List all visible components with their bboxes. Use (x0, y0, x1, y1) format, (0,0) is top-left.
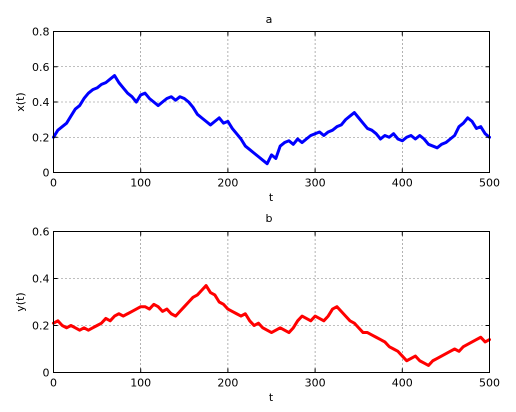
panel-b-title: b (266, 212, 273, 225)
panel-a-xtick-label: 500 (479, 177, 500, 190)
panel-b-xtick-label: 400 (392, 377, 413, 390)
panel-b-xtick-label: 500 (479, 377, 500, 390)
panel-a-xtick-label: 400 (392, 177, 413, 190)
panel-a-xtick-label: 0 (50, 177, 57, 190)
panel-a-ytick-label: 0.8 (32, 26, 50, 39)
panel-a-ytick-label: 0 (43, 167, 50, 180)
panel-a: a 0 100 200 300 400 500 0 0.2 0.4 0.6 0.8 t x(t) (14, 13, 500, 204)
panel-a-title: a (266, 13, 273, 26)
panel-a-xtick-label: 300 (305, 177, 326, 190)
panel-a-xtick-label: 200 (217, 177, 238, 190)
panel-b-xtick-label: 0 (50, 377, 57, 390)
panel-b-xlabel: t (269, 391, 274, 404)
panel-b-ticks: 0 100 200 300 400 500 0 0.2 0.4 0.6 (32, 226, 500, 390)
panel-b-ytick-label: 0 (43, 367, 50, 380)
panel-a-ytick-label: 0.4 (32, 96, 50, 109)
panel-b-grid (53, 231, 490, 373)
panel-b-frame (53, 231, 490, 373)
panel-a-series (52, 74, 491, 166)
panel-a-xlabel: t (269, 191, 274, 204)
panel-b-xtick-label: 300 (305, 377, 326, 390)
panel-b-ytick-label: 0.6 (32, 226, 50, 239)
panel-b-ytick-label: 0.4 (32, 273, 50, 286)
panel-b-ytick-label: 0.2 (32, 320, 50, 333)
panel-b-xtick-label: 100 (130, 377, 151, 390)
panel-a-ticks: 0 100 200 300 400 500 0 0.2 0.4 0.6 0.8 (32, 26, 500, 190)
panel-b: b 0 100 200 300 400 500 0 0.2 0.4 0.6 t y(t) (14, 212, 500, 404)
panel-a-ylabel: x(t) (14, 92, 27, 111)
panel-b-ylabel: y(t) (14, 292, 27, 311)
panel-a-xtick-label: 100 (130, 177, 151, 190)
panel-a-ytick-label: 0.2 (32, 131, 50, 144)
panel-a-ytick-label: 0.6 (32, 61, 50, 74)
panel-a-grid (53, 31, 490, 173)
panel-b-xtick-label: 200 (217, 377, 238, 390)
